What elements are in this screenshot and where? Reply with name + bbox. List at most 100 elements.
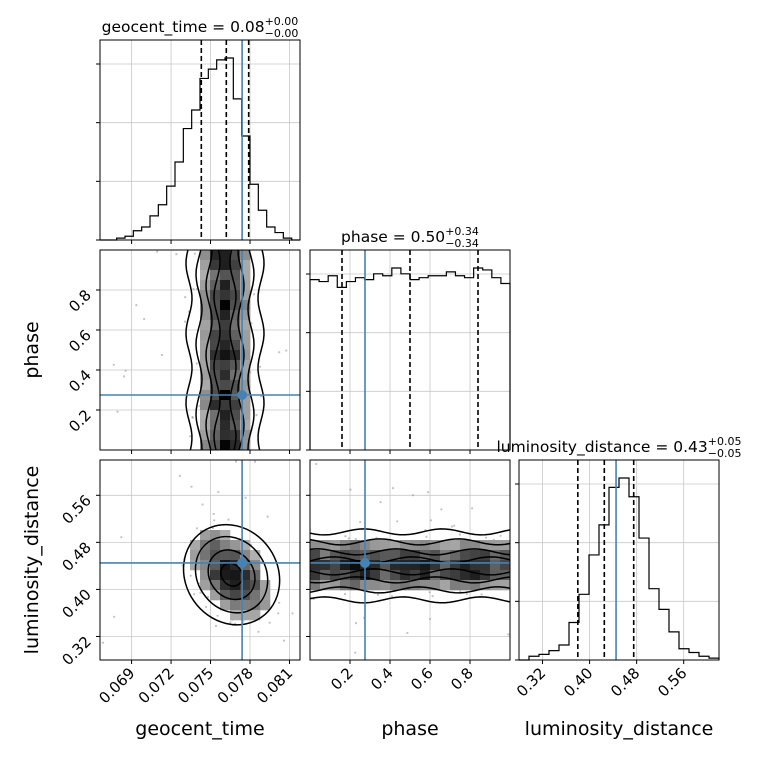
contour-level-2 <box>310 538 510 546</box>
density-cell <box>370 550 381 561</box>
density-cell <box>400 580 411 591</box>
density-cell <box>200 440 211 450</box>
density-cell <box>200 570 211 581</box>
density-cell <box>370 560 381 571</box>
density-cell <box>230 400 241 411</box>
density-cell <box>240 280 251 291</box>
sample-point <box>429 617 432 621</box>
density-cell <box>240 250 251 261</box>
density-cell <box>220 350 231 361</box>
title-minus: −0.00 <box>265 27 299 40</box>
density-cell <box>440 570 451 581</box>
density-cell <box>450 570 461 581</box>
density-cell <box>240 370 251 381</box>
sample-point <box>156 250 159 253</box>
x-tick-label-phase: 0.8 <box>447 664 477 694</box>
x-tick-label-geocent_time: 0.078 <box>214 664 257 707</box>
sample-point <box>213 519 216 522</box>
histogram-phase <box>309 267 511 450</box>
y-axis-label-phase: phase <box>21 321 43 378</box>
contour-level-1 <box>237 250 245 450</box>
sample-point <box>113 615 116 618</box>
x-tick-label-phase: 0.6 <box>407 664 437 694</box>
contour-level-2 <box>194 535 269 614</box>
x-axis-label-phase: phase <box>381 718 438 740</box>
density-cell <box>220 290 231 301</box>
density-cell <box>470 550 481 561</box>
density-cell <box>450 540 461 551</box>
density-cell <box>210 290 221 301</box>
density-cell <box>230 610 241 621</box>
density-cell <box>240 570 251 581</box>
sample-point <box>359 520 362 524</box>
density-cell <box>230 580 241 591</box>
density-cell <box>380 570 391 581</box>
density-cell <box>480 540 491 551</box>
contour-level-2 <box>247 250 255 450</box>
sample-point <box>255 414 258 417</box>
density-cell <box>200 330 211 341</box>
density-cell <box>240 430 251 441</box>
contour-level-2 <box>195 250 203 450</box>
density-cell <box>450 550 461 561</box>
histogram-geocent_time <box>100 57 300 241</box>
density-cell <box>240 350 251 361</box>
panel-title-phase: phase = 0.50+0.34 −0.34 <box>341 225 479 250</box>
density-cell <box>250 560 261 571</box>
density-cell <box>240 340 251 351</box>
contour-level-0 <box>229 250 237 450</box>
density-cell <box>440 540 451 551</box>
sample-point <box>344 535 347 538</box>
density-cell <box>350 580 361 591</box>
x-axis-label-luminosity_distance: luminosity_distance <box>525 718 714 740</box>
sample-point <box>471 507 474 510</box>
density-cell <box>470 560 481 571</box>
density-cell <box>220 590 231 601</box>
contour-level-3 <box>310 596 510 604</box>
axes-frame <box>99 249 301 451</box>
density-cell <box>220 570 231 581</box>
contour-level-1 <box>205 250 213 450</box>
x-tick-label-phase: 0.2 <box>327 664 357 694</box>
density-cell <box>220 260 231 271</box>
y-axis-label-luminosity_distance: luminosity_distance <box>21 466 43 655</box>
sample-point <box>201 503 204 506</box>
sample-point <box>135 304 138 307</box>
density-cell <box>240 380 251 391</box>
y-tick-label-phase: 0.6 <box>65 326 95 356</box>
sample-point <box>184 296 187 299</box>
sample-point <box>227 518 230 521</box>
density-cell <box>220 440 231 450</box>
density-cell <box>430 560 441 571</box>
density-cell <box>240 270 251 281</box>
sample-point <box>253 460 257 463</box>
density-cell <box>210 380 221 391</box>
density-cell <box>460 580 471 591</box>
sample-point <box>379 501 382 504</box>
density-cell <box>430 580 441 591</box>
density-cell <box>400 550 411 561</box>
sample-point <box>354 537 357 541</box>
title-minus: −0.05 <box>708 447 742 460</box>
contour-level-0 <box>213 250 221 450</box>
sample-point <box>354 622 358 625</box>
sample-point <box>234 460 238 463</box>
sample-point <box>259 365 262 368</box>
sample-point <box>266 515 269 518</box>
density-cell <box>230 320 241 331</box>
sample-point <box>429 519 433 522</box>
density-cell <box>210 260 221 271</box>
density-cell <box>200 380 211 391</box>
density-cell <box>240 300 251 311</box>
density-cell <box>210 410 221 421</box>
y-tick-label-luminosity_distance: 0.40 <box>58 586 94 622</box>
density-cell <box>200 350 211 361</box>
density-cell <box>470 580 481 591</box>
density-cell <box>200 310 211 321</box>
density-cell <box>220 430 231 441</box>
density-cell <box>230 290 241 301</box>
density-cell <box>470 570 481 581</box>
sample-point <box>229 621 232 624</box>
density-cell <box>220 410 231 421</box>
sample-point <box>216 614 219 617</box>
